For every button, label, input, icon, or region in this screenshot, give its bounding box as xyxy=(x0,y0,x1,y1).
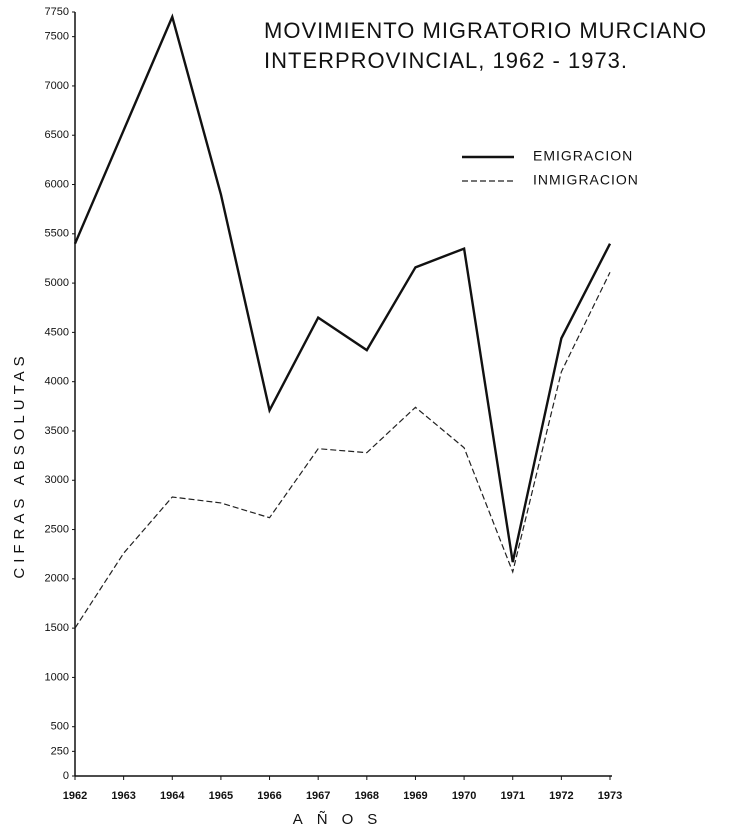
y-tick-label: 250 xyxy=(51,745,69,757)
x-tick-label: 1967 xyxy=(306,790,330,802)
x-tick-label: 1966 xyxy=(257,790,281,802)
y-tick-label: 2500 xyxy=(45,523,69,535)
x-tick-label: 1968 xyxy=(355,790,379,802)
x-tick-label: 1962 xyxy=(63,790,87,802)
y-tick-label: 2000 xyxy=(45,573,69,585)
y-tick-label: 6500 xyxy=(45,129,69,141)
x-tick-label: 1973 xyxy=(598,790,622,802)
chart-title: INTERPROVINCIAL, 1962 - 1973. xyxy=(264,48,628,73)
y-tick-label: 7500 xyxy=(45,31,69,43)
x-tick-label: 1965 xyxy=(209,790,233,802)
y-tick-label: 1500 xyxy=(45,622,69,634)
y-tick-label: 1000 xyxy=(45,671,69,683)
x-tick-label: 1963 xyxy=(111,790,135,802)
y-tick-label: 5000 xyxy=(45,277,69,289)
legend-label: INMIGRACION xyxy=(533,172,639,188)
y-tick-label: 3000 xyxy=(45,474,69,486)
y-tick-label: 4500 xyxy=(45,326,69,338)
chart-title: MOVIMIENTO MIGRATORIO MURCIANO xyxy=(264,18,707,43)
x-axis-label: AÑOS xyxy=(293,811,392,828)
y-tick-label: 4000 xyxy=(45,376,69,388)
x-tick-label: 1970 xyxy=(452,790,476,802)
y-axis-label: CIFRAS ABSOLUTAS xyxy=(11,351,28,578)
x-tick-label: 1969 xyxy=(403,790,427,802)
series-line xyxy=(73,13,612,563)
y-tick-label: 500 xyxy=(51,721,69,733)
legend-label: EMIGRACION xyxy=(533,148,633,164)
series-line xyxy=(74,271,611,629)
x-tick-label: 1971 xyxy=(500,790,524,802)
y-tick-label: 7000 xyxy=(45,80,69,92)
y-tick-label: 3500 xyxy=(45,425,69,437)
y-tick-label: 0 xyxy=(63,770,69,782)
x-tick-label: 1964 xyxy=(160,790,185,802)
y-tick-label: 5500 xyxy=(45,228,69,240)
y-tick-label: 7750 xyxy=(45,6,69,18)
x-tick-label: 1972 xyxy=(549,790,573,802)
y-tick-label: 6000 xyxy=(45,178,69,190)
